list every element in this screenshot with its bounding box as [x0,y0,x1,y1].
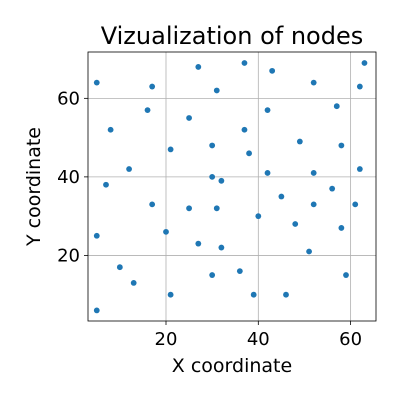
data-point [352,201,359,208]
data-point [333,103,340,110]
data-point [209,173,216,180]
data-point [236,268,243,275]
y-tick-label: 20 [57,245,80,266]
y-axis-label: Y coordinate [23,127,45,247]
axis-ticks: 20 40 60 20 40 60 [57,88,362,350]
data-point [107,126,114,133]
data-point [292,221,299,227]
data-point [338,225,345,231]
data-point [93,79,100,86]
chart-title: Vizualization of nodes [101,22,363,50]
data-point [167,146,174,153]
data-point [338,142,345,149]
data-point [329,185,336,192]
x-axis-label: X coordinate [172,355,292,377]
data-point [310,201,317,208]
data-point [241,126,248,133]
data-point [209,142,216,149]
axes-frame [87,51,377,322]
data-point [241,60,248,66]
data-point [310,170,317,176]
data-point [93,307,100,314]
grid-lines [88,52,376,321]
data-point [218,177,225,184]
data-point [283,291,289,298]
data-point [310,79,317,86]
data-point [296,138,303,145]
y-tick-label: 40 [57,167,80,188]
data-points [93,60,368,314]
data-point [255,213,262,220]
data-point [149,83,156,90]
x-tick-label: 20 [155,329,178,350]
data-point [116,264,123,271]
data-point [343,272,349,278]
data-point [209,272,216,278]
y-tick-label: 60 [57,88,80,109]
data-point [356,83,363,90]
data-point [163,228,169,235]
data-point [264,170,271,176]
data-point [213,205,220,212]
data-point [213,87,220,94]
x-tick-label: 40 [247,329,270,350]
data-point [269,67,276,74]
data-point [93,232,100,239]
data-point [126,166,132,172]
data-point [186,205,192,212]
data-point [149,201,156,208]
data-point [250,291,257,298]
data-point [103,181,109,188]
data-point [195,240,202,247]
data-point [218,244,225,251]
data-point [130,280,137,286]
data-point [144,107,151,114]
x-tick-label: 60 [339,329,362,350]
data-point [195,64,202,70]
data-point [278,193,285,200]
data-point [361,60,368,66]
data-point [306,248,312,255]
data-point [167,291,174,298]
data-point [186,115,192,121]
data-point [246,150,252,157]
data-point [264,107,271,114]
data-point [356,166,363,172]
